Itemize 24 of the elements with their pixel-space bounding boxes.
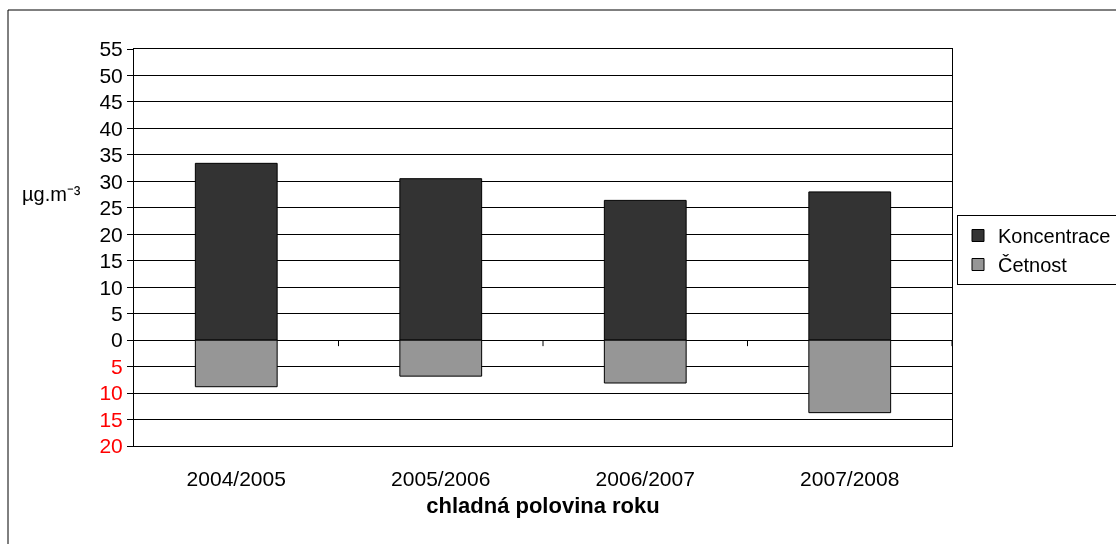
x-tick-label: 2007/2008 — [800, 467, 900, 491]
y-axis-title: µg.m⁻³ — [22, 183, 81, 205]
y-tick-label: 30 — [99, 169, 123, 193]
legend-label: Četnost — [998, 254, 1068, 277]
y-tick-label: 20 — [99, 222, 123, 246]
legend-label: Koncentrace — [998, 225, 1111, 248]
y-tick-label: 45 — [99, 90, 123, 114]
y-tick-label: 15 — [99, 407, 123, 431]
y-tick-label: 55 — [99, 37, 123, 61]
y-tick-label: 20 — [99, 434, 123, 458]
y-tick-label: 5 — [111, 302, 123, 326]
y-tick-label: 25 — [99, 196, 123, 220]
y-tick-label: 50 — [99, 63, 123, 87]
y-tick-label: 10 — [99, 381, 123, 405]
x-tick-label: 2005/2006 — [391, 467, 491, 491]
x-tick-label: 2004/2005 — [186, 467, 286, 491]
y-tick-label: 0 — [111, 328, 123, 352]
x-tick-label: 2006/2007 — [595, 467, 695, 491]
y-tick-label: 40 — [99, 116, 123, 140]
x-axis-title: chladná polovina roku — [426, 493, 660, 519]
y-tick-label: 5 — [111, 354, 123, 378]
y-tick-label: 10 — [99, 275, 123, 299]
y-tick-label: 35 — [99, 143, 123, 167]
y-tick-label: 15 — [99, 249, 123, 273]
